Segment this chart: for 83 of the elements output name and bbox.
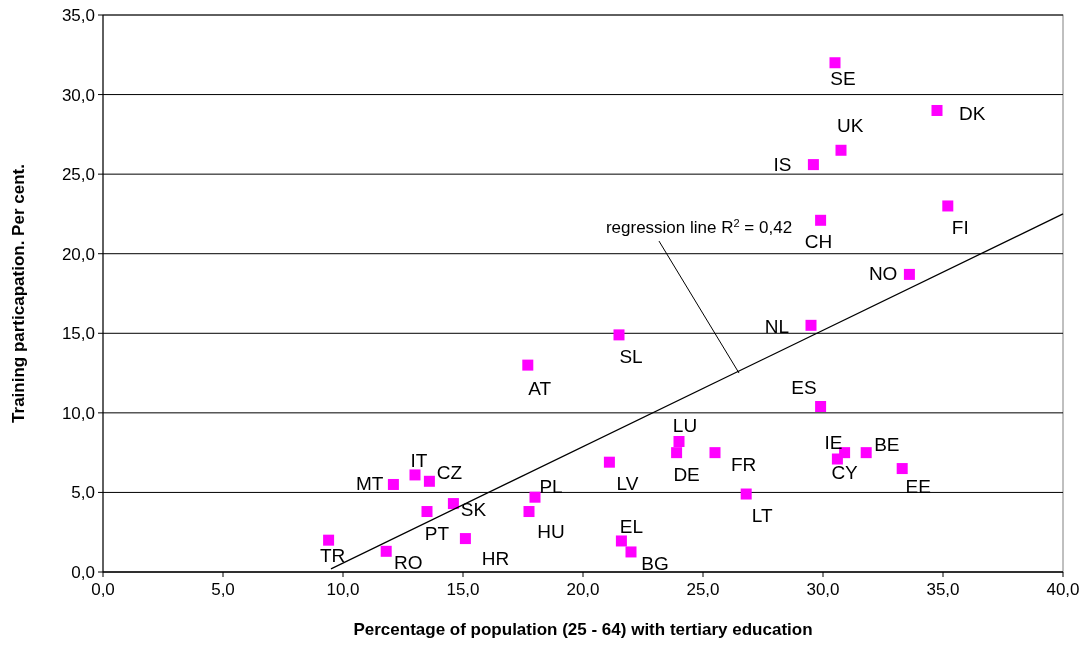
annotation: SE xyxy=(830,67,856,89)
annotation: BG xyxy=(641,552,669,574)
point xyxy=(839,447,851,459)
annotation: PT xyxy=(424,522,450,544)
x-tick-label: 10,0 xyxy=(326,580,360,599)
annotation: TR xyxy=(319,545,346,567)
annotation: IS xyxy=(773,153,792,175)
annotation: regression line R$^{2}$ = 0,42 xyxy=(605,217,793,238)
point xyxy=(829,57,841,69)
point xyxy=(522,359,534,371)
point xyxy=(709,447,721,459)
annotation: RO xyxy=(393,552,423,574)
point xyxy=(447,498,459,510)
point xyxy=(529,491,541,503)
annotation: DK xyxy=(959,103,986,125)
point xyxy=(615,535,627,547)
annotation: CY xyxy=(831,461,859,483)
point xyxy=(409,469,421,481)
y-tick-label: 5,0 xyxy=(71,483,95,503)
x-tick-label: 20,0 xyxy=(566,580,600,599)
point xyxy=(523,506,535,518)
annotation: AT xyxy=(528,378,552,400)
x-axis-title: Percentage of population (25 - 64) with tertiary education xyxy=(353,620,813,639)
y-tick-label: 15,0 xyxy=(61,324,95,344)
x-tick-label: 35,0 xyxy=(926,580,960,599)
point xyxy=(835,144,847,156)
x-tick-label: 5,0 xyxy=(211,580,235,599)
y-tick-label: 30,0 xyxy=(61,85,95,105)
annotation: FR xyxy=(731,453,757,475)
y-axis-title: Training particapation. Per cent. xyxy=(9,164,28,423)
point xyxy=(613,329,625,341)
point xyxy=(421,506,433,518)
annotation: ES xyxy=(791,377,817,399)
point xyxy=(815,400,827,412)
point xyxy=(807,159,819,171)
point xyxy=(459,533,471,545)
annotation: LV xyxy=(616,473,639,495)
annotation: DE xyxy=(673,463,700,485)
point xyxy=(942,200,954,212)
point xyxy=(903,268,915,280)
y-tick-label: 35,0 xyxy=(61,5,95,25)
x-tick-label: 0,0 xyxy=(91,580,115,599)
annotation: LT xyxy=(751,505,773,527)
x-tick-label: 40,0 xyxy=(1046,580,1080,599)
x-tick-label: 30,0 xyxy=(806,580,840,599)
annotation: CH xyxy=(804,231,833,253)
annotation: EE xyxy=(905,475,931,497)
x-tick-label: 25,0 xyxy=(686,580,720,599)
annotation: SK xyxy=(460,498,487,520)
annotation: IT xyxy=(410,449,428,471)
point xyxy=(815,214,827,226)
x-tick-label: 15,0 xyxy=(446,580,480,599)
point xyxy=(671,447,683,459)
annotation: HR xyxy=(481,547,510,569)
annotation: UK xyxy=(837,115,864,137)
annotation: PL xyxy=(539,476,563,498)
point xyxy=(603,456,615,468)
point xyxy=(380,545,392,557)
point xyxy=(387,478,399,490)
annotation: MT xyxy=(355,473,384,495)
point xyxy=(896,463,908,475)
annotation: EL xyxy=(619,515,644,537)
y-tick-label: 25,0 xyxy=(61,165,95,185)
annotation: BE xyxy=(874,433,900,455)
point xyxy=(625,546,637,558)
annotation: HU xyxy=(537,520,565,542)
annotation: IE xyxy=(824,432,843,454)
point xyxy=(323,534,335,546)
point xyxy=(423,475,435,487)
annotation: NO xyxy=(868,263,898,285)
point xyxy=(860,447,872,459)
point xyxy=(805,319,817,331)
annotation: SL xyxy=(619,345,643,367)
y-tick-label: 10,0 xyxy=(61,403,95,423)
annotation: CZ xyxy=(436,462,463,484)
annotation: NL xyxy=(764,316,789,338)
annotation: LU xyxy=(672,414,698,436)
point xyxy=(673,436,685,447)
point xyxy=(931,104,943,116)
y-tick-label: 0,0 xyxy=(71,562,95,582)
point xyxy=(740,488,752,500)
y-tick-label: 20,0 xyxy=(61,244,95,264)
annotation: FI xyxy=(951,216,969,238)
